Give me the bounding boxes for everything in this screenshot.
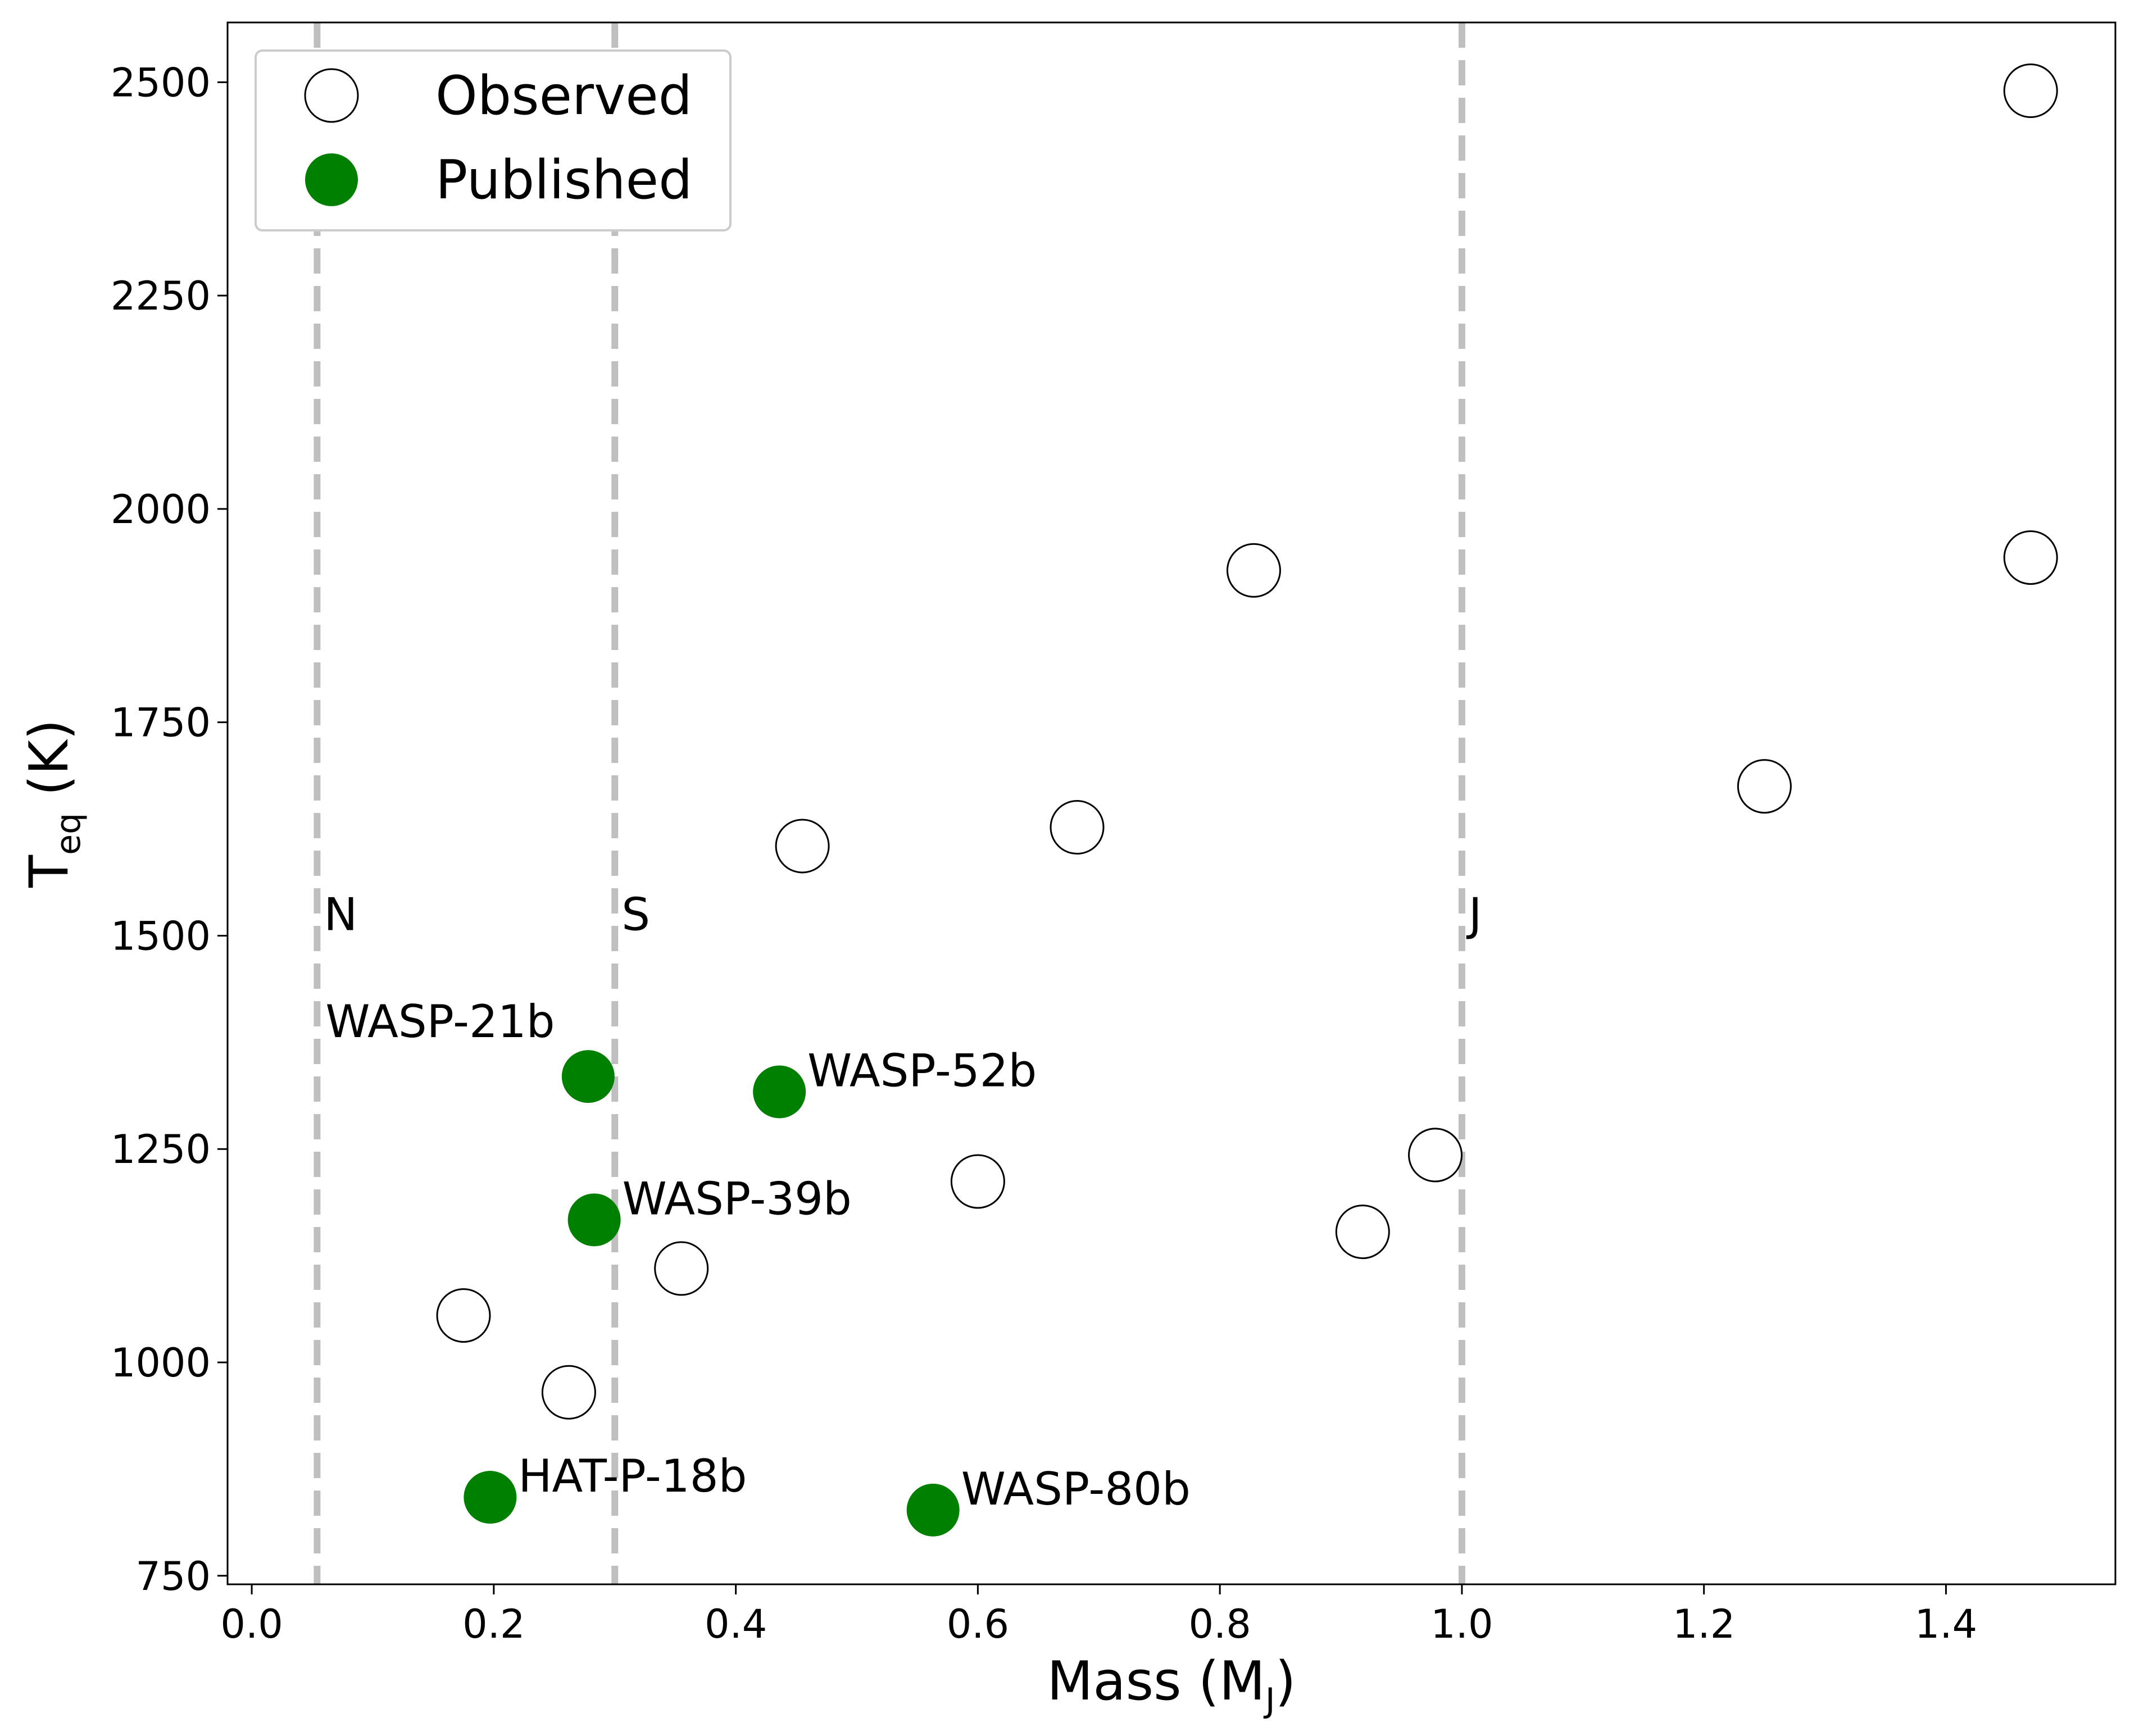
x-tick-label: 1.0 [1430,1601,1493,1647]
x-tick-label: 0.8 [1188,1601,1251,1647]
published-point [753,1065,806,1119]
observed-point [2003,530,2058,585]
observed-point [436,1288,491,1343]
y-axis-title-main: T [19,855,80,888]
y-axis-title: Teq (K) [19,719,88,888]
y-tick-label: 1000 [111,1340,211,1386]
reference-line-label: N [324,888,357,940]
legend-marker-observed [304,68,359,123]
observed-point [1408,1128,1463,1183]
observed-point [1737,759,1792,814]
observed-point [950,1154,1005,1209]
x-tick-label: 0.0 [220,1601,283,1647]
y-tick-label: 1250 [111,1126,211,1173]
x-axis-title-main: Mass (M [1047,1651,1265,1712]
reference-line-label: J [1466,888,1482,940]
observed-point [2003,63,2058,119]
x-tick-label: 1.2 [1673,1601,1735,1647]
x-tick-label: 0.4 [705,1601,767,1647]
observed-point [775,819,830,874]
legend-label: Published [435,149,692,211]
point-labels: WASP-21b WASP-52b WASP-39b HAT-P-18b WASP-80… [325,996,1190,1515]
legend-marker-published [305,153,358,206]
point-label: WASP-39b [623,1173,852,1225]
y-tick-label: 1500 [111,913,211,959]
y-tick-label: 2250 [111,273,211,319]
point-label: WASP-80b [961,1463,1191,1515]
y-axis-title-tail: (K) [19,719,80,813]
published-point [464,1471,517,1524]
y-tick-label: 2000 [111,487,211,533]
reference-line-label: S [621,888,650,940]
x-tick-label: 0.6 [947,1601,1009,1647]
observed-point [654,1241,709,1296]
point-label: WASP-21b [325,996,555,1048]
x-axis-title-tail: ) [1275,1651,1296,1712]
y-axis: 750 1000 1250 1500 1750 2000 2250 2500 [111,60,228,1599]
observed-point [1226,543,1281,598]
x-tick-label: 1.4 [1915,1601,1977,1647]
y-tick-label: 1750 [111,700,211,746]
published-point [567,1193,621,1247]
legend-box [255,49,732,231]
point-label: WASP-52b [807,1044,1037,1097]
y-tick-label: 750 [135,1553,211,1599]
y-tick-label: 2500 [111,60,211,106]
data-points [436,63,2058,1537]
observed-point [1050,800,1105,855]
x-axis: 0.0 0.2 0.4 0.6 0.8 1.0 1.2 1.4 [220,1584,1977,1647]
published-point [561,1050,615,1103]
x-axis-title: Mass (MJ) [1047,1651,1296,1720]
published-point [906,1483,960,1537]
x-axis-title-sub: J [1263,1681,1275,1720]
point-label: HAT-P-18b [518,1450,747,1502]
y-axis-title-sub: eq [49,813,88,855]
legend-label: Observed [435,65,692,127]
legend: Observed Published [255,49,732,231]
observed-point [1335,1205,1390,1260]
observed-point [541,1365,596,1420]
plot-frame [226,21,2117,1585]
x-tick-label: 0.2 [462,1601,525,1647]
